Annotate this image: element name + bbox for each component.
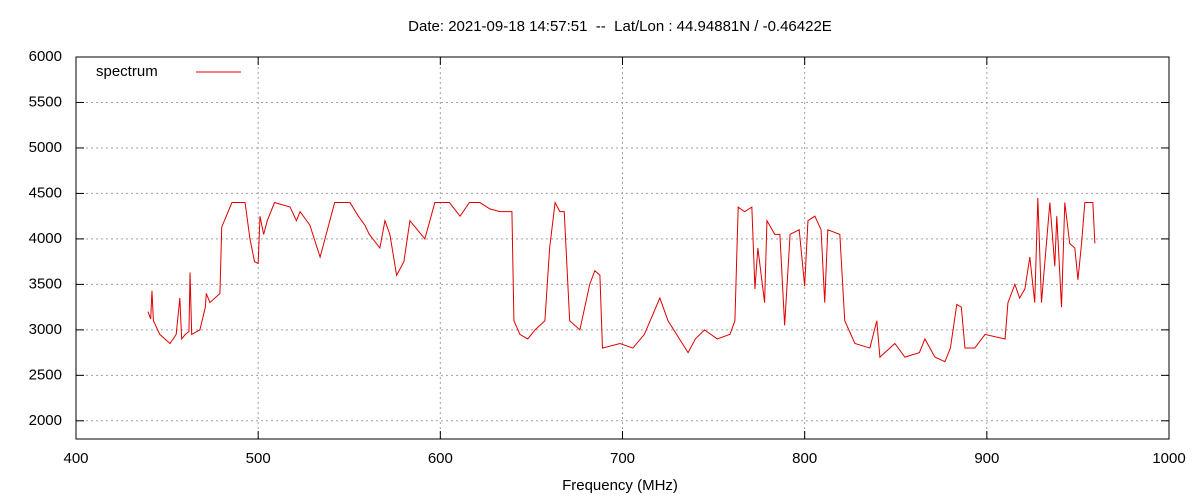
x-tick-label: 700 [610, 450, 635, 467]
y-tick-label: 2000 [29, 412, 62, 429]
y-tick-label: 4500 [29, 184, 62, 201]
chart-title: Date: 2021-09-18 14:57:51 -- Lat/Lon : 4… [408, 18, 832, 35]
y-tick-label: 5000 [29, 139, 62, 156]
x-tick-label: 1000 [1152, 450, 1185, 467]
x-tick-label: 900 [974, 450, 999, 467]
y-tick-label: 3500 [29, 275, 62, 292]
series-line [147, 197, 1096, 363]
y-tick-label: 3000 [29, 321, 62, 338]
legend-label: spectrum [96, 63, 158, 80]
y-tick-label: 2500 [29, 366, 62, 383]
x-tick-label: 600 [428, 450, 453, 467]
x-tick-label: 400 [63, 450, 88, 467]
x-axis-label: Frequency (MHz) [562, 477, 678, 494]
plot-frame [75, 56, 1170, 440]
x-tick-label: 800 [792, 450, 817, 467]
y-tick-label: 4000 [29, 230, 62, 247]
x-tick-label: 500 [246, 450, 271, 467]
y-tick-label: 5500 [29, 93, 62, 110]
y-tick-label: 6000 [29, 48, 62, 65]
